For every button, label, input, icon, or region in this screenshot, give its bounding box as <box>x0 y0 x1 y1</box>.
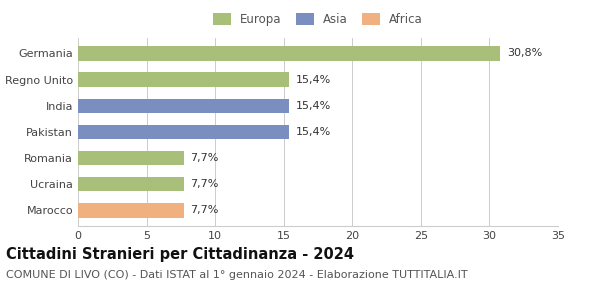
Text: 7,7%: 7,7% <box>190 153 219 163</box>
Bar <box>78 177 184 191</box>
Bar <box>78 125 289 139</box>
Text: 30,8%: 30,8% <box>507 48 542 59</box>
Text: 15,4%: 15,4% <box>296 75 331 85</box>
Bar <box>78 46 500 61</box>
Bar <box>78 203 184 218</box>
Text: 7,7%: 7,7% <box>190 179 219 189</box>
Text: Cittadini Stranieri per Cittadinanza - 2024: Cittadini Stranieri per Cittadinanza - 2… <box>6 246 354 262</box>
Bar <box>78 99 289 113</box>
Text: 7,7%: 7,7% <box>190 205 219 215</box>
Text: 15,4%: 15,4% <box>296 101 331 111</box>
Bar <box>78 151 184 165</box>
Text: 15,4%: 15,4% <box>296 127 331 137</box>
Bar <box>78 72 289 87</box>
Text: COMUNE DI LIVO (CO) - Dati ISTAT al 1° gennaio 2024 - Elaborazione TUTTITALIA.IT: COMUNE DI LIVO (CO) - Dati ISTAT al 1° g… <box>6 270 467 280</box>
Legend: Europa, Asia, Africa: Europa, Asia, Africa <box>211 10 425 28</box>
